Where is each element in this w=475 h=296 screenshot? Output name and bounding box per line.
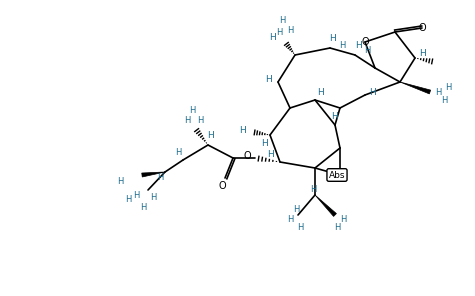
Text: H: H xyxy=(197,115,203,125)
Text: H: H xyxy=(208,131,214,139)
Text: H: H xyxy=(317,88,323,96)
Text: H: H xyxy=(332,112,338,120)
Text: H: H xyxy=(279,15,285,25)
Text: H: H xyxy=(445,83,451,91)
Text: H: H xyxy=(238,126,246,134)
Text: H: H xyxy=(261,139,267,147)
Text: H: H xyxy=(370,88,376,96)
Text: H: H xyxy=(157,173,163,181)
Text: O: O xyxy=(218,181,226,191)
Text: O: O xyxy=(243,151,251,161)
Text: H: H xyxy=(340,215,346,224)
Text: H: H xyxy=(334,223,340,231)
Text: H: H xyxy=(287,215,293,224)
Text: H: H xyxy=(125,195,131,205)
Text: H: H xyxy=(276,28,282,36)
Text: O: O xyxy=(361,37,369,47)
Text: H: H xyxy=(117,178,123,186)
Text: H: H xyxy=(310,186,316,194)
Text: H: H xyxy=(364,46,370,54)
Text: H: H xyxy=(441,96,447,104)
Text: H: H xyxy=(175,147,181,157)
Text: H: H xyxy=(419,49,427,57)
Text: H: H xyxy=(435,88,441,96)
Text: H: H xyxy=(287,25,293,35)
Polygon shape xyxy=(142,172,165,177)
Text: H: H xyxy=(150,194,156,202)
Text: H: H xyxy=(184,115,190,125)
Text: H: H xyxy=(266,149,274,158)
Text: H: H xyxy=(297,223,303,231)
Text: H: H xyxy=(355,41,361,49)
Text: H: H xyxy=(189,105,195,115)
Polygon shape xyxy=(400,82,431,94)
Text: H: H xyxy=(339,41,345,49)
Text: H: H xyxy=(293,205,299,215)
Text: H: H xyxy=(140,204,146,213)
Text: O: O xyxy=(418,23,426,33)
Polygon shape xyxy=(315,195,336,216)
Text: H: H xyxy=(133,191,139,200)
Text: H: H xyxy=(265,75,271,83)
Text: H: H xyxy=(330,33,336,43)
Text: Abs: Abs xyxy=(329,170,345,179)
Text: H: H xyxy=(270,33,276,41)
